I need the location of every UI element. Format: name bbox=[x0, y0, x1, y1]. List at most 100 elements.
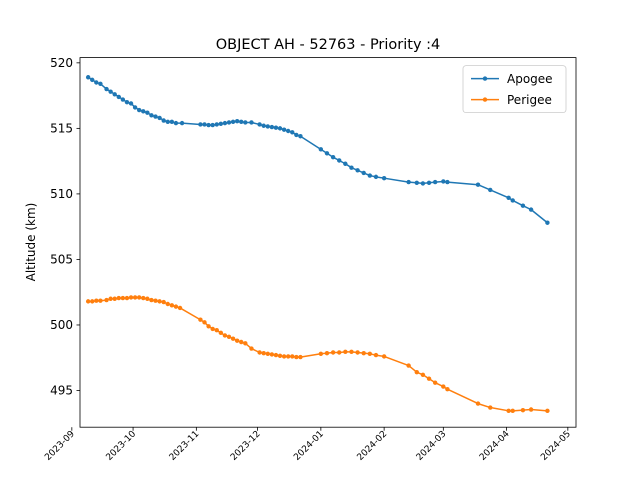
data-point-apogee bbox=[210, 122, 215, 128]
data-point-apogee bbox=[108, 89, 113, 94]
data-point-apogee bbox=[381, 175, 387, 181]
data-point-apogee bbox=[173, 120, 179, 126]
data-point-apogee bbox=[257, 122, 262, 127]
data-point-perigee bbox=[234, 338, 240, 343]
data-point-apogee bbox=[318, 147, 324, 152]
data-point-apogee bbox=[222, 120, 228, 126]
data-point-apogee bbox=[355, 168, 360, 173]
data-point-perigee bbox=[337, 350, 342, 355]
data-point-perigee bbox=[355, 350, 360, 355]
data-point-perigee bbox=[141, 295, 146, 301]
data-point-perigee bbox=[281, 354, 287, 359]
data-point-apogee bbox=[528, 207, 534, 212]
data-point-perigee bbox=[161, 299, 166, 305]
data-point-perigee bbox=[318, 351, 324, 356]
data-point-perigee bbox=[432, 380, 438, 385]
data-point-perigee bbox=[177, 305, 183, 311]
data-point-apogee bbox=[202, 122, 207, 127]
data-point-perigee bbox=[545, 408, 550, 414]
data-point-perigee bbox=[324, 350, 330, 356]
data-point-apogee bbox=[157, 115, 162, 121]
data-point-apogee bbox=[234, 118, 240, 124]
data-point-apogee bbox=[488, 187, 493, 193]
data-point-apogee bbox=[361, 170, 366, 176]
data-point-perigee bbox=[128, 295, 134, 300]
data-point-perigee bbox=[120, 295, 126, 301]
data-point-perigee bbox=[286, 354, 291, 359]
data-point-apogee bbox=[149, 113, 154, 118]
data-point-apogee bbox=[243, 120, 248, 125]
data-point-apogee bbox=[124, 99, 130, 105]
data-point-perigee bbox=[269, 352, 275, 357]
data-point-apogee bbox=[290, 130, 295, 135]
data-point-perigee bbox=[218, 330, 224, 336]
data-point-perigee bbox=[294, 354, 299, 360]
data-point-apogee bbox=[506, 195, 511, 201]
data-point-apogee bbox=[441, 179, 446, 184]
data-point-apogee bbox=[298, 134, 303, 139]
data-point-apogee bbox=[179, 120, 185, 126]
data-point-apogee bbox=[94, 80, 99, 85]
data-point-perigee bbox=[202, 320, 207, 325]
data-point-perigee bbox=[124, 295, 130, 301]
data-point-perigee bbox=[173, 304, 179, 309]
data-point-perigee bbox=[206, 324, 211, 329]
data-point-perigee bbox=[290, 354, 295, 359]
data-point-apogee bbox=[261, 123, 266, 128]
legend-marker-apogee bbox=[482, 76, 488, 81]
data-point-perigee bbox=[261, 350, 266, 356]
data-point-apogee bbox=[349, 165, 354, 170]
data-point-apogee bbox=[230, 119, 236, 125]
data-point-perigee bbox=[153, 298, 158, 303]
data-point-perigee bbox=[226, 334, 232, 339]
data-point-apogee bbox=[218, 121, 224, 126]
legend-marker-perigee bbox=[482, 97, 488, 102]
data-point-perigee bbox=[214, 328, 219, 333]
data-point-apogee bbox=[141, 109, 146, 114]
data-point-apogee bbox=[426, 180, 432, 185]
data-point-apogee bbox=[112, 92, 117, 97]
data-point-perigee bbox=[406, 363, 411, 368]
data-point-apogee bbox=[414, 180, 419, 185]
data-point-perigee bbox=[239, 339, 244, 345]
data-point-perigee bbox=[104, 297, 109, 303]
data-point-apogee bbox=[373, 174, 379, 180]
data-point-apogee bbox=[277, 126, 283, 131]
data-point-apogee bbox=[432, 179, 438, 185]
data-point-perigee bbox=[210, 326, 215, 332]
axes-frame bbox=[79, 57, 577, 428]
data-point-apogee bbox=[330, 155, 336, 160]
data-point-apogee bbox=[249, 120, 254, 125]
data-point-perigee bbox=[257, 350, 262, 355]
data-point-perigee bbox=[90, 299, 95, 304]
data-point-apogee bbox=[239, 119, 244, 125]
data-point-apogee bbox=[136, 107, 142, 113]
data-point-apogee bbox=[324, 151, 330, 156]
data-point-apogee bbox=[475, 182, 481, 187]
data-point-perigee bbox=[157, 299, 162, 304]
y-tick-label: 505 bbox=[50, 253, 73, 267]
legend-label-perigee: Perigee bbox=[507, 93, 552, 107]
data-point-perigee bbox=[330, 350, 336, 355]
data-point-apogee bbox=[337, 158, 342, 163]
data-point-perigee bbox=[520, 407, 526, 413]
data-point-apogee bbox=[520, 203, 526, 208]
data-point-perigee bbox=[112, 296, 117, 301]
data-point-apogee bbox=[85, 75, 91, 80]
data-point-perigee bbox=[441, 384, 446, 389]
y-axis-label: Altitude (km) bbox=[24, 203, 38, 282]
data-point-perigee bbox=[381, 354, 387, 359]
data-point-perigee bbox=[98, 298, 103, 303]
data-point-apogee bbox=[420, 181, 426, 186]
legend-label-apogee: Apogee bbox=[507, 72, 553, 86]
data-point-perigee bbox=[367, 351, 373, 356]
data-point-perigee bbox=[349, 349, 354, 355]
data-point-perigee bbox=[116, 295, 121, 301]
data-point-apogee bbox=[343, 161, 348, 166]
data-point-apogee bbox=[206, 122, 211, 128]
data-point-perigee bbox=[273, 352, 279, 358]
data-point-apogee bbox=[169, 119, 175, 125]
data-point-apogee bbox=[132, 105, 138, 110]
data-point-apogee bbox=[281, 127, 287, 132]
